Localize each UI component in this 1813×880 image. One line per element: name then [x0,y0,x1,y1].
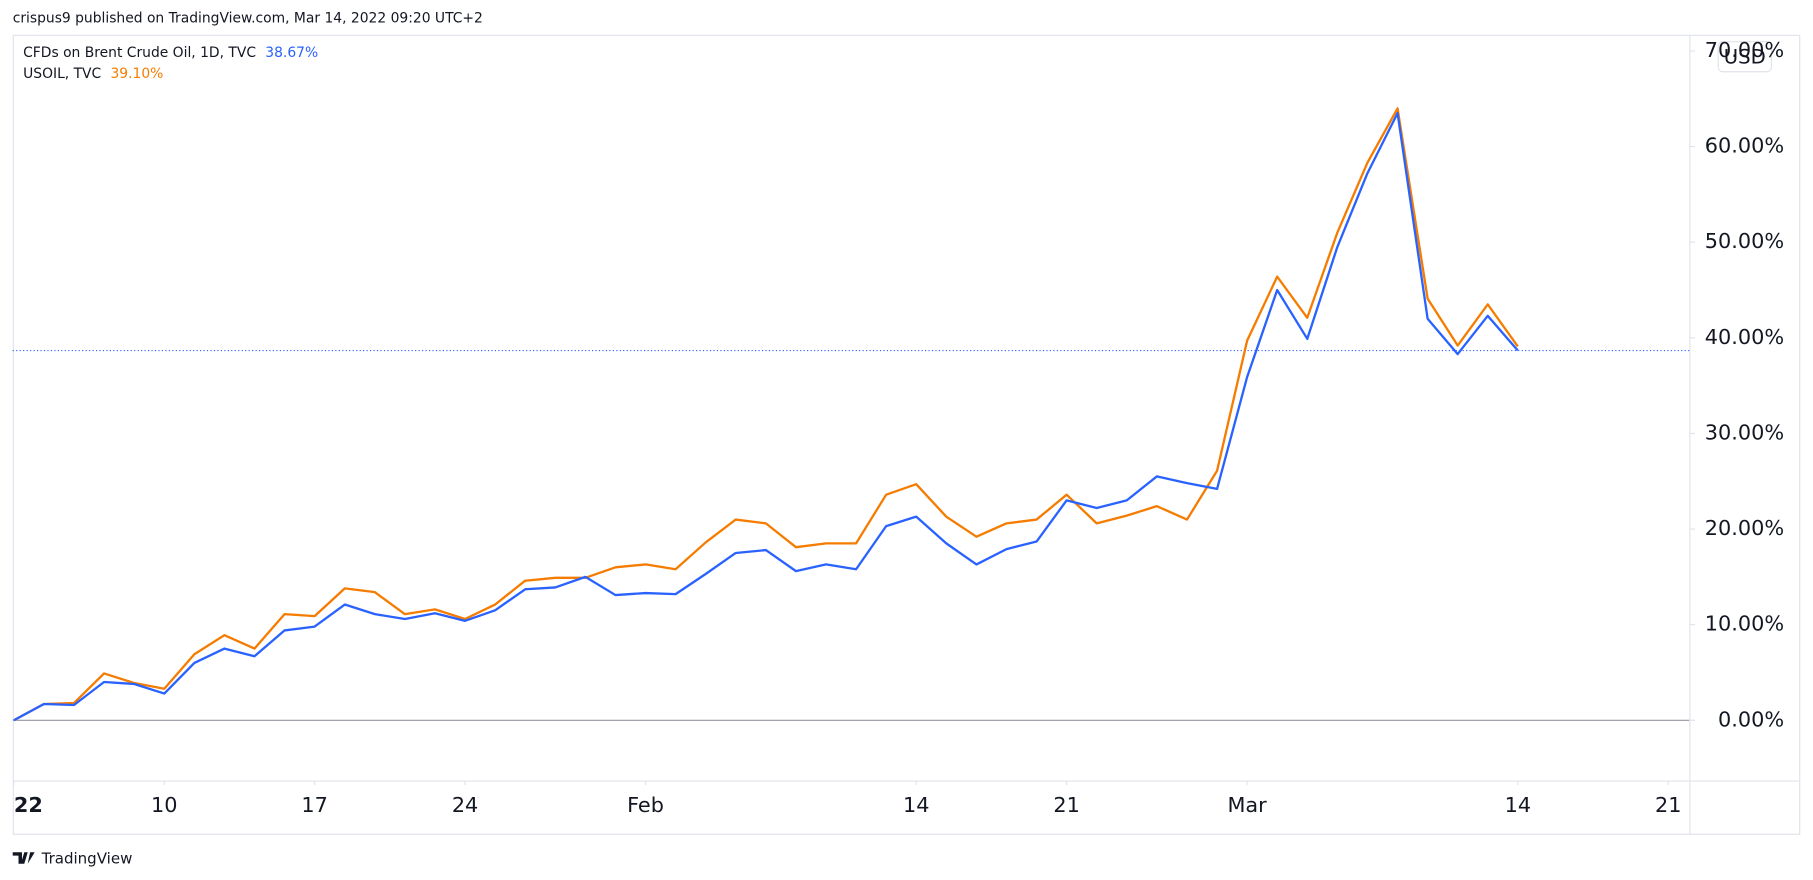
x-tick-label: Mar [1227,793,1267,817]
y-tick-label: 30.00% [1705,420,1784,444]
legend-value: 38.67% [265,45,318,61]
y-tick-label: 40.00% [1705,325,1784,349]
tradingview-logo: TradingView [12,850,133,868]
y-tick-label: 0.00% [1718,707,1784,731]
y-tick-label: 60.00% [1705,134,1784,158]
y-tick-label: 20.00% [1705,516,1784,540]
publisher-header: crispus9 published on TradingView.com, M… [13,11,483,27]
x-tick-label: 21 [1053,793,1079,817]
y-tick-label: 70.00% [1705,38,1784,62]
legend-name: CFDs on Brent Crude Oil, 1D, TVC [23,45,256,61]
x-tick-label: 14 [903,793,929,817]
y-tick-label: 10.00% [1705,612,1784,636]
plot [12,107,1690,722]
x-tick-label: 21 [1655,793,1681,817]
y-tick-label: 50.00% [1705,229,1784,253]
series-line [13,111,1519,722]
series-line [13,107,1519,722]
logo-icon [12,852,35,864]
x-tick-label: 10 [151,793,177,817]
x-tick-label: 24 [452,793,478,817]
x-tick-label: 22 [14,793,43,817]
x-tick-label: 14 [1505,793,1531,817]
x-tick-label: Feb [627,793,664,817]
footer-brand: TradingView [41,850,133,868]
legend-name: USOIL, TVC [23,66,101,82]
currency-button[interactable] [1717,41,1772,73]
legend-value: 39.10% [110,66,163,82]
currency-label: USD [1724,45,1766,68]
chart-frame [12,34,1801,835]
x-tick-label: 17 [301,793,327,817]
